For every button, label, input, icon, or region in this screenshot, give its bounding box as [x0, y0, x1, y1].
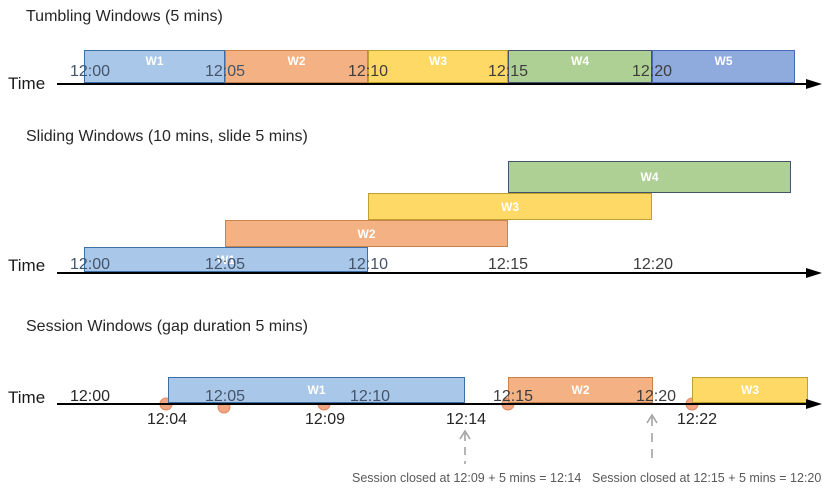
tumbling-timeline — [57, 83, 808, 85]
sliding-tick-1210: 12:10 — [347, 256, 389, 273]
session-window-w1: W1 — [168, 377, 465, 403]
tumbling-section-title: Tumbling Windows (5 mins) — [26, 8, 223, 25]
window-label: W5 — [714, 54, 733, 68]
event-time-label-1204: 12:04 — [146, 411, 188, 428]
session-close-label-1214: 12:14 — [445, 411, 487, 428]
sliding-time-axis-label: Time — [8, 256, 46, 275]
window-label: W2 — [287, 54, 306, 68]
sliding-window-w4: W4 — [508, 161, 791, 193]
sliding-window-w2: W2 — [225, 220, 508, 247]
window-label: W3 — [501, 199, 519, 214]
session-time-axis-label: Time — [8, 388, 46, 407]
tumbling-timeline-arrowhead-icon — [806, 79, 822, 89]
tumbling-time-axis-label: Time — [8, 74, 46, 93]
session-tick-1210: 12:10 — [349, 388, 391, 405]
tumbling-tick-1210: 12:10 — [347, 63, 389, 80]
session-timeline — [57, 403, 808, 405]
session-timeline-arrowhead-icon — [806, 399, 822, 409]
tumbling-tick-1205: 12:05 — [204, 63, 246, 80]
tumbling-window-w5: W5 — [652, 50, 795, 83]
tumbling-tick-1200: 12:00 — [69, 63, 111, 80]
sliding-tick-1220: 12:20 — [632, 256, 674, 273]
sliding-timeline-arrowhead-icon — [806, 268, 822, 278]
tumbling-tick-1215: 12:15 — [487, 63, 529, 80]
window-label: W3 — [429, 54, 447, 68]
tumbling-window-w1: W1 — [84, 50, 225, 83]
session-tick-1220: 12:20 — [635, 388, 677, 405]
dashed-up-arrow-icon — [646, 414, 658, 464]
sliding-timeline — [57, 272, 808, 274]
dashed-up-arrow-icon — [459, 430, 471, 464]
sliding-window-w3: W3 — [368, 193, 652, 220]
sliding-window-w1: W1 — [84, 247, 368, 272]
window-label: W2 — [357, 226, 376, 241]
sliding-tick-1205: 12:05 — [204, 256, 246, 273]
window-label: W1 — [145, 54, 164, 68]
tumbling-window-w3: W3 — [368, 50, 508, 83]
window-label: W4 — [571, 54, 589, 68]
sliding-tick-1215: 12:15 — [487, 256, 529, 273]
event-time-label-1209: 12:09 — [304, 411, 346, 428]
window-label: W1 — [307, 383, 326, 397]
session-closed-annotation-1: Session closed at 12:09 + 5 mins = 12:14 — [352, 471, 582, 485]
event-time-label-1222: 12:22 — [676, 411, 718, 428]
session-window-w2: W2 — [508, 377, 653, 403]
session-window-w3: W3 — [692, 377, 808, 403]
session-tick-1205: 12:05 — [204, 388, 246, 405]
session-closed-annotation-2: Session closed at 12:15 + 5 mins = 12:20 — [592, 471, 822, 485]
window-label: W4 — [640, 170, 659, 184]
sliding-tick-1200: 12:00 — [69, 256, 111, 273]
tumbling-tick-1220: 12:20 — [631, 63, 673, 80]
tumbling-window-w2: W2 — [225, 50, 368, 83]
window-label: W2 — [571, 383, 590, 397]
sliding-section-title: Sliding Windows (10 mins, slide 5 mins) — [26, 128, 308, 145]
session-section-title: Session Windows (gap duration 5 mins) — [26, 318, 308, 335]
session-tick-1215: 12:15 — [492, 388, 534, 405]
tumbling-window-w4: W4 — [508, 50, 652, 83]
session-tick-1200: 12:00 — [69, 388, 111, 405]
window-label: W3 — [741, 383, 759, 397]
window-label: W1 — [217, 252, 235, 267]
